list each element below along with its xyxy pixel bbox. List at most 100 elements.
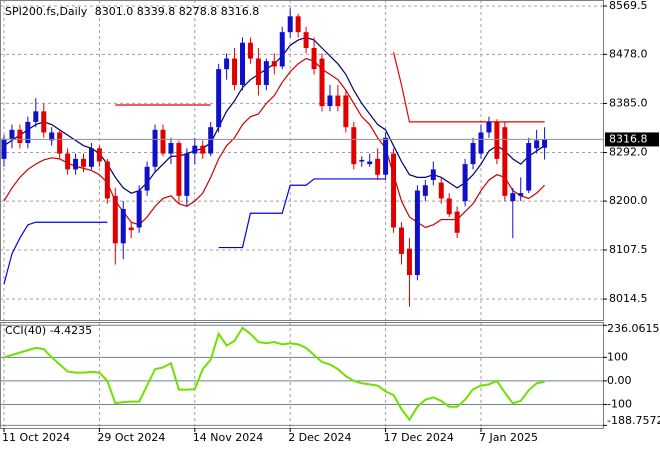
candle-body — [534, 140, 540, 149]
candle-body — [383, 137, 389, 175]
y-tick-label: -100 — [607, 397, 632, 410]
candle-body — [65, 153, 71, 170]
candle-body — [1, 138, 7, 159]
x-tick-label: 17 Dec 2024 — [384, 431, 454, 444]
y-tick-label: -188.7572 — [607, 414, 660, 427]
candle-body — [112, 195, 118, 244]
candle-body — [192, 145, 198, 154]
candle-body — [287, 16, 293, 33]
candle-body — [430, 169, 436, 180]
line-series — [115, 52, 545, 123]
candle-body — [319, 58, 325, 107]
symbol: SPI200.fs,Daily — [5, 5, 88, 18]
candle-body — [255, 58, 261, 85]
candle-body — [359, 159, 365, 162]
candle-body — [375, 158, 381, 175]
grid — [0, 0, 603, 428]
y-tick-label: 8292.0 — [609, 146, 648, 159]
y-tick-label: 8014.5 — [609, 292, 648, 305]
candle-body — [240, 42, 245, 85]
candle-body — [17, 129, 23, 144]
y-tick-label: 100 — [607, 350, 628, 363]
candle-body — [152, 129, 158, 167]
candle-body — [478, 132, 484, 154]
candle-body — [144, 166, 150, 191]
line-series — [3, 57, 546, 229]
x-tick-label: 11 Oct 2024 — [2, 431, 70, 444]
y-tick-label: 8200.0 — [609, 194, 648, 207]
candle-body — [120, 209, 126, 244]
y-tick-label: 236.0615 — [607, 322, 660, 335]
candle-body — [208, 127, 214, 154]
close-label: 8316.8 — [221, 5, 260, 18]
candle-body — [311, 47, 317, 70]
candle-body — [438, 182, 444, 199]
candle-body — [414, 190, 420, 276]
candle-body — [406, 248, 412, 276]
candle-body — [454, 211, 460, 233]
cci-title: CCI(40) — [5, 324, 46, 337]
candle-body — [470, 143, 476, 165]
candle-body — [327, 95, 333, 107]
candle-body — [391, 153, 397, 228]
candle-body — [351, 127, 357, 165]
line-series — [3, 326, 545, 422]
candle-body — [176, 143, 182, 196]
candle-body — [502, 127, 508, 196]
candle-body — [367, 161, 373, 165]
candle-body — [49, 132, 55, 141]
y-tick-label: 0.00 — [607, 374, 632, 387]
current-price-label: 8316.8 — [609, 132, 648, 145]
candle-body — [168, 143, 174, 154]
candle-body — [462, 164, 468, 202]
candle-body — [128, 227, 134, 231]
candle-body — [518, 193, 524, 196]
candle-body — [9, 129, 15, 139]
candle-body — [510, 193, 516, 202]
y-tick-label: 8569.5 — [609, 0, 648, 12]
candle-body — [96, 148, 102, 162]
high-label: 8339.8 — [137, 5, 176, 18]
x-tick-label: 14 Nov 2024 — [193, 431, 263, 444]
candle-body — [399, 227, 404, 254]
candle-body — [200, 145, 206, 154]
x-tick-label: 2 Dec 2024 — [288, 431, 351, 444]
candle-body — [279, 32, 285, 67]
y-tick-label: 8385.0 — [609, 96, 648, 109]
chart-header: SPI200.fs,Daily 8301.0 8339.8 8278.8 831… — [5, 5, 259, 18]
candle-body — [33, 111, 39, 122]
candle-body — [486, 121, 492, 133]
candle-body — [494, 121, 500, 159]
candle-body — [232, 58, 238, 85]
candle-body — [88, 148, 94, 167]
candle-body — [57, 132, 63, 154]
line-series — [3, 178, 386, 285]
x-tick-label: 29 Oct 2024 — [97, 431, 165, 444]
candle-body — [41, 111, 47, 133]
candle-body — [160, 129, 166, 154]
candle-body — [81, 158, 86, 167]
candle-body — [542, 139, 548, 148]
low-label: 8278.8 — [179, 5, 218, 18]
candle-body — [295, 16, 301, 33]
candle-body — [216, 69, 222, 128]
candle-body — [303, 32, 309, 48]
candle-body — [25, 121, 31, 144]
candle-body — [335, 95, 341, 107]
candle-body — [263, 61, 269, 85]
candle-body — [73, 158, 79, 170]
candle-body — [247, 42, 253, 59]
y-tick-label: 8107.5 — [609, 243, 648, 256]
x-tick-label: 7 Jan 2025 — [479, 431, 538, 444]
y-tick-label: 8478.0 — [609, 47, 648, 60]
candle-body — [184, 153, 190, 196]
panel-frame — [0, 322, 604, 429]
candle-body — [271, 61, 277, 67]
cci-last: -4.4235 — [50, 324, 92, 337]
cci-header: CCI(40) -4.4235 — [5, 324, 92, 337]
panel-frame — [0, 0, 604, 321]
candle-body — [136, 190, 142, 228]
